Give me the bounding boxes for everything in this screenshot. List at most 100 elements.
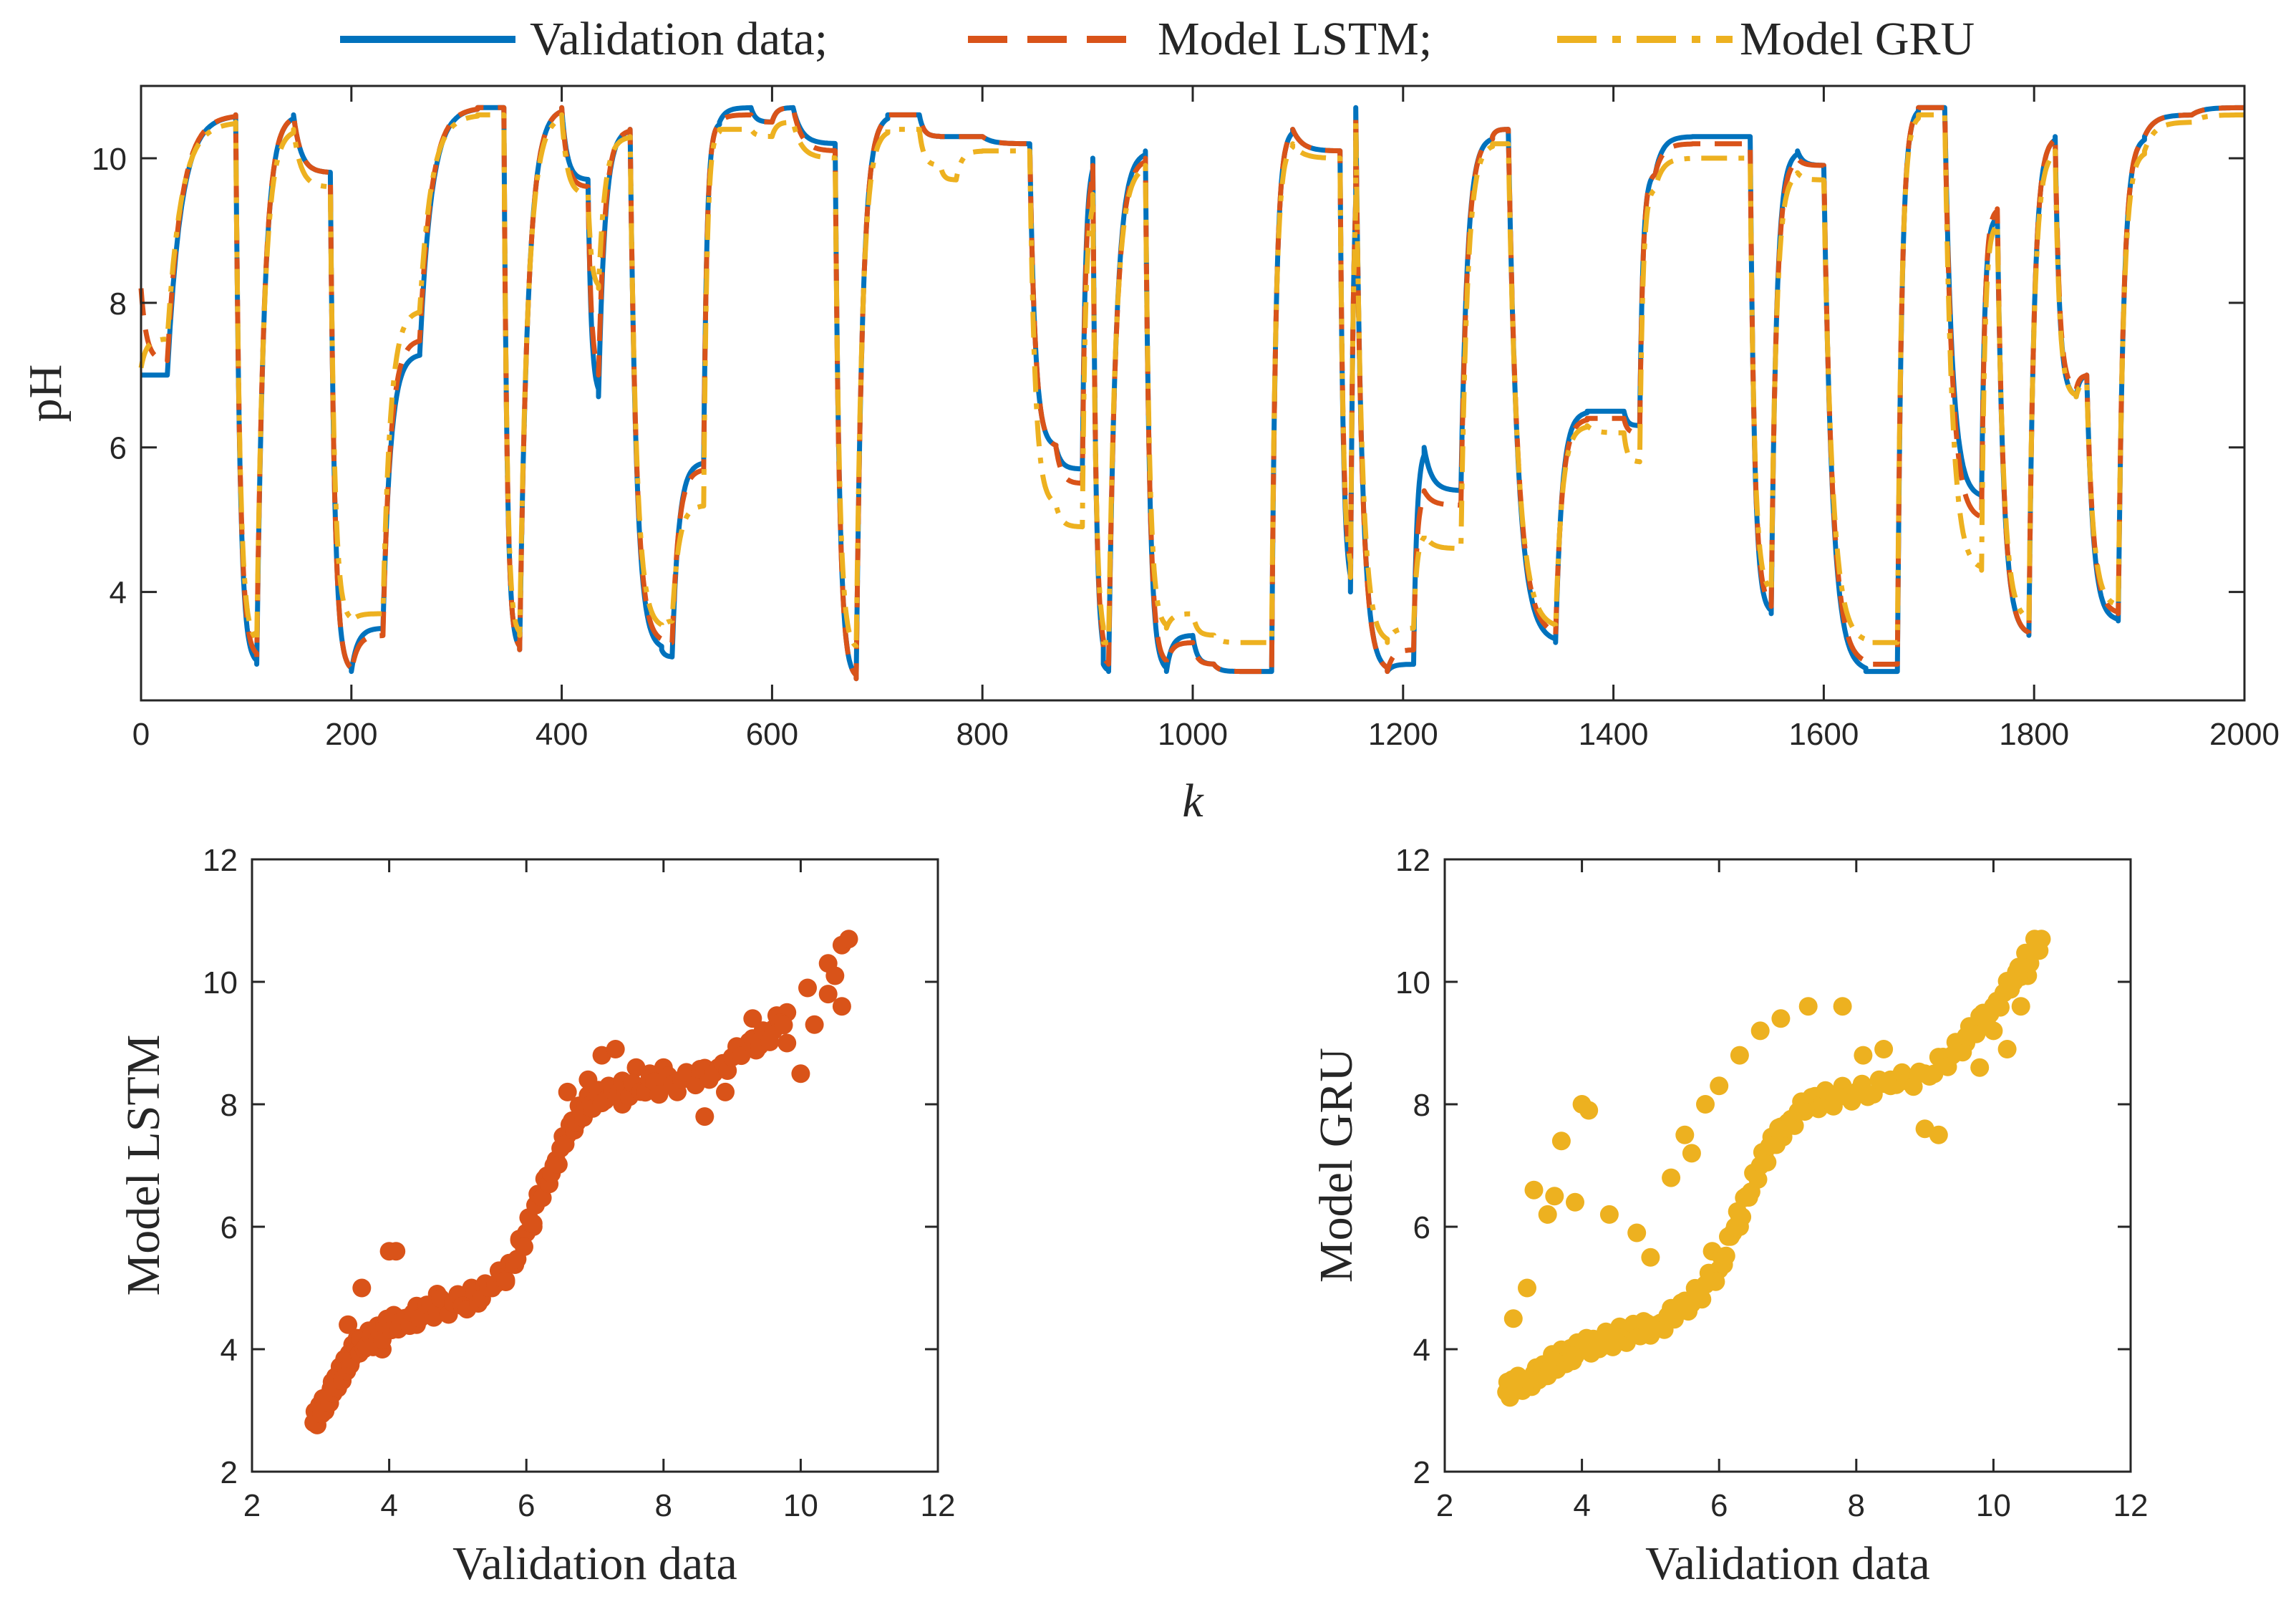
x-tick-label: 200 — [325, 717, 377, 752]
y-tick-label: 2 — [221, 1455, 238, 1490]
time-series-plot: 0 200 400 600 800 1000 1200 1400 1600 1800 2000 4 6… — [19, 85, 2280, 827]
scatter-point — [791, 1064, 810, 1084]
scatter-point — [716, 1082, 735, 1101]
x-tick-label: 2 — [1436, 1488, 1453, 1523]
scatter-point — [1991, 998, 2010, 1017]
scatter-point — [1675, 1125, 1695, 1144]
scatter-point — [1716, 1246, 1735, 1265]
scatter-point — [1997, 1040, 2017, 1058]
x-tick-label: 6 — [1710, 1488, 1728, 1523]
scatter-point — [2030, 941, 2049, 960]
x-tick-label: 12 — [921, 1488, 956, 1523]
y-tick-label: 10 — [203, 965, 238, 1000]
scatter-lstm-axes-box — [251, 858, 939, 1473]
scatter-gru-x-label: Validation data — [1645, 1538, 1930, 1590]
y-tick-label: 6 — [1413, 1210, 1430, 1245]
time-series-axes-box — [140, 85, 2246, 702]
x-tick-label: 2000 — [2209, 717, 2280, 752]
time-series-y-label: pH — [19, 365, 72, 423]
y-tick-label: 8 — [221, 1088, 238, 1123]
scatter-point — [339, 1315, 358, 1334]
x-tick-label: 0 — [132, 717, 150, 752]
scatter-point — [1733, 1207, 1752, 1227]
y-tick-label: 4 — [221, 1333, 238, 1368]
y-tick-label: 4 — [1413, 1333, 1430, 1368]
scatter-point — [1929, 1125, 1948, 1144]
scatter-point — [606, 1040, 625, 1058]
scatter-gru-plot: 2 4 6 8 10 12 2 4 6 8 10 12 Validation data Model … — [1310, 843, 2148, 1590]
y-tick-label: 10 — [92, 142, 127, 177]
series-line-model-gru — [138, 112, 2245, 652]
series-line-model-lstm — [138, 105, 2245, 682]
scatter-point — [1503, 1309, 1523, 1328]
time-series-x-label: k — [1182, 775, 1204, 827]
scatter-lstm-x-label: Validation data — [452, 1538, 737, 1590]
scatter-point — [1730, 1046, 1749, 1065]
x-tick-label: 1000 — [1158, 717, 1228, 752]
scatter-point — [1953, 1043, 1972, 1062]
scatter-point — [1771, 1009, 1791, 1028]
legend-label-gru: Model GRU — [1740, 13, 1975, 65]
scatter-point — [825, 966, 845, 985]
scatter-point — [533, 1188, 552, 1207]
scatter-point — [1641, 1248, 1660, 1267]
scatter-point — [1518, 1278, 1536, 1298]
scatter-point — [548, 1155, 568, 1174]
x-tick-label: 10 — [1976, 1488, 2011, 1523]
scatter-point — [1842, 1091, 1861, 1111]
legend-label-validation: Validation data; — [530, 13, 828, 65]
scatter-point — [1795, 1102, 1814, 1121]
y-tick-label: 4 — [110, 576, 127, 611]
y-tick-label: 12 — [203, 843, 238, 878]
y-tick-label: 8 — [110, 286, 127, 322]
scatter-point — [774, 1015, 793, 1035]
x-tick-label: 2 — [243, 1488, 261, 1523]
y-tick-label: 8 — [1413, 1088, 1430, 1123]
scatter-point — [556, 1134, 575, 1154]
scatter-lstm-x-ticks: 2 4 6 8 10 12 — [243, 859, 956, 1523]
scatter-gru-points — [1497, 930, 2051, 1407]
scatter-point — [1551, 1131, 1571, 1151]
scatter-point — [523, 1214, 543, 1233]
legend: Validation data; Model LSTM; Model GRU — [340, 13, 1975, 65]
scatter-point — [1854, 1046, 1873, 1065]
y-tick-label: 10 — [1395, 965, 1430, 1000]
scatter-point — [387, 1242, 406, 1261]
scatter-point — [496, 1270, 515, 1290]
scatter-point — [1924, 1064, 1944, 1084]
scatter-point — [1785, 1116, 1804, 1135]
scatter-point — [1938, 1057, 1957, 1076]
scatter-point — [1874, 1040, 1894, 1058]
scatter-point — [832, 997, 851, 1016]
y-tick-label: 2 — [1413, 1455, 1430, 1490]
x-tick-label: 800 — [956, 717, 1008, 752]
scatter-point — [1566, 1192, 1584, 1212]
x-tick-label: 600 — [746, 717, 798, 752]
scatter-point — [1665, 1310, 1684, 1329]
scatter-point — [732, 1046, 751, 1066]
x-tick-label: 4 — [1573, 1488, 1590, 1523]
x-tick-label: 400 — [536, 717, 588, 752]
scatter-point — [1748, 1169, 1768, 1189]
scatter-point — [1682, 1144, 1701, 1163]
scatter-point — [649, 1085, 669, 1104]
scatter-point — [1833, 997, 1852, 1016]
scatter-lstm-y-label: Model LSTM — [117, 1035, 170, 1296]
scatter-lstm-points — [304, 930, 858, 1434]
x-tick-label: 6 — [518, 1488, 535, 1523]
x-tick-label: 1600 — [1788, 717, 1859, 752]
scatter-point — [1706, 1272, 1725, 1291]
scatter-point — [1524, 1180, 1544, 1200]
y-tick-label: 6 — [221, 1210, 238, 1245]
scatter-point — [515, 1237, 533, 1256]
x-tick-label: 8 — [655, 1488, 672, 1523]
scatter-point — [1798, 997, 1818, 1016]
scatter-point — [805, 1015, 824, 1034]
scatter-point — [1545, 1187, 1564, 1206]
time-series-y-ticks: 4 6 8 10 — [92, 142, 2244, 611]
scatter-lstm-plot: 2 4 6 8 10 12 2 4 6 8 10 12 Validation data Model … — [117, 843, 955, 1590]
x-tick-label: 1400 — [1579, 717, 1649, 752]
scatter-point — [1970, 1058, 1990, 1077]
scatter-point — [1538, 1205, 1557, 1224]
scatter-point — [818, 985, 838, 1004]
